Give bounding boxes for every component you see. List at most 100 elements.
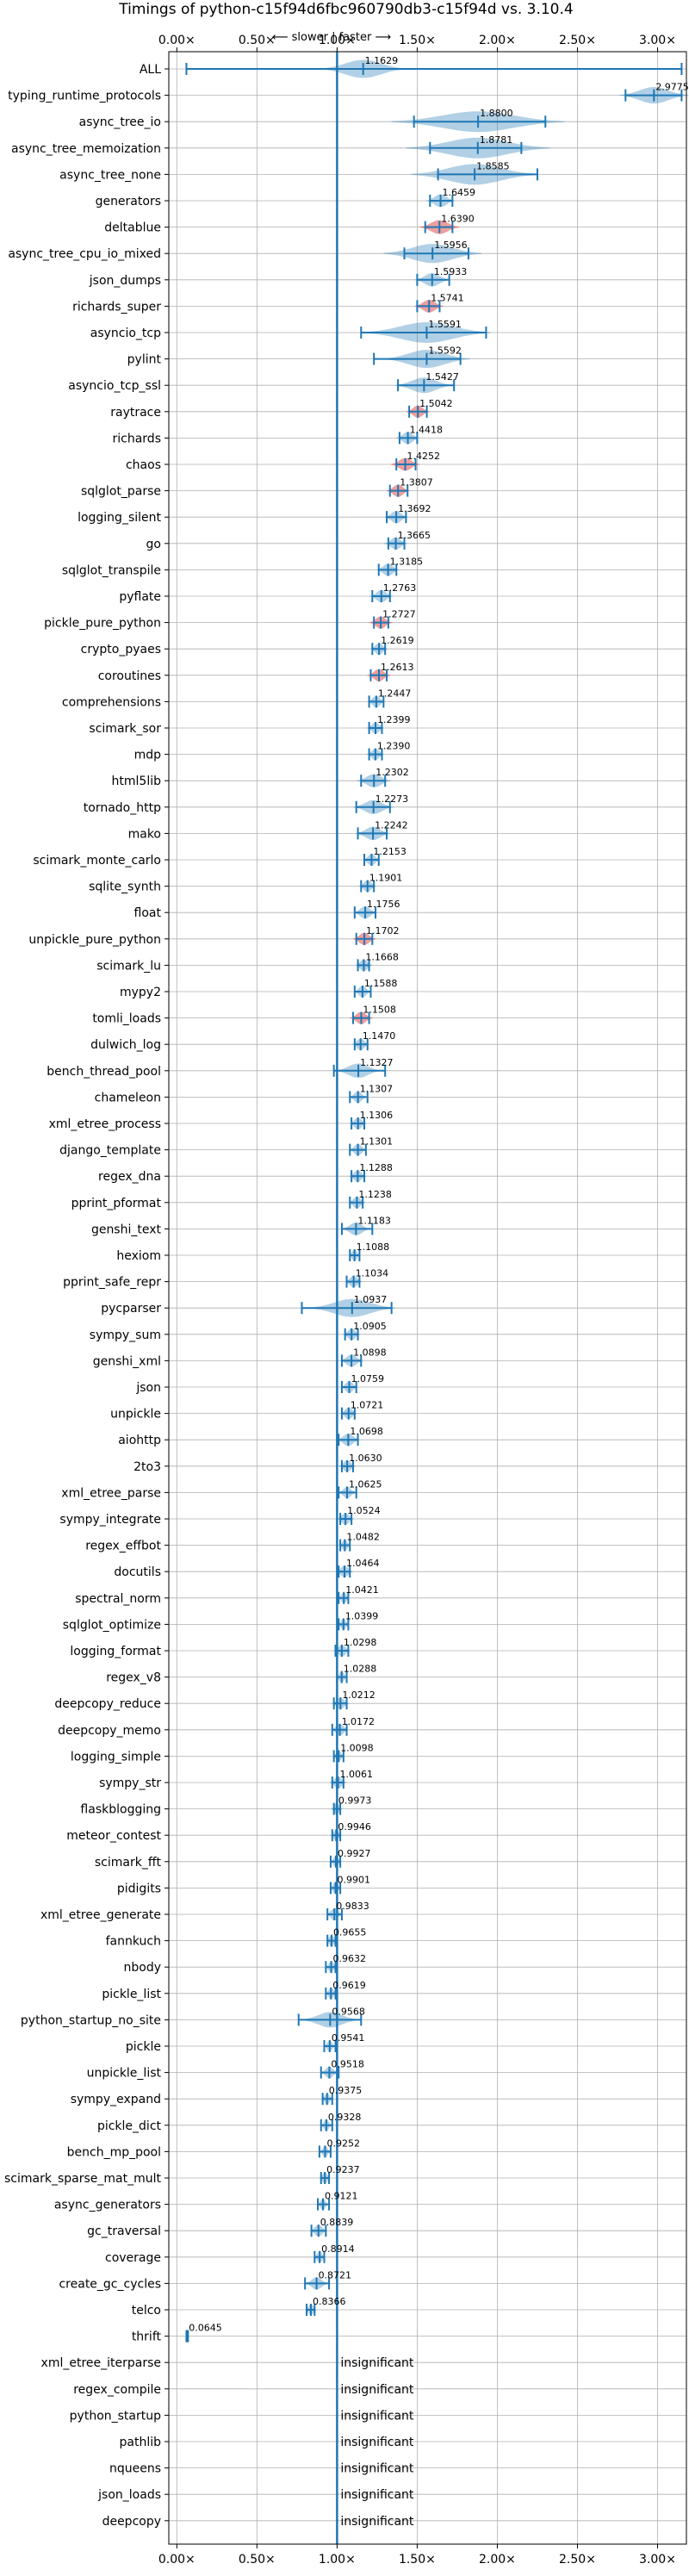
benchmark-label: pickle_list — [102, 1988, 161, 2001]
value-label: 1.2302 — [376, 767, 409, 778]
benchmark-label: html5lib — [112, 775, 162, 788]
benchmark-mark: 0.9632 — [325, 1953, 366, 1974]
benchmark-mark: insignificant — [340, 2515, 414, 2529]
benchmark-mark: 1.0061 — [329, 1769, 373, 1789]
value-label: 2.9775 — [655, 82, 689, 93]
benchmark-mark: 1.1588 — [353, 978, 397, 998]
benchmark-mark: 1.0212 — [332, 1689, 376, 1710]
value-label: 1.1307 — [360, 1083, 394, 1094]
insignificant-label: insignificant — [340, 2436, 414, 2449]
value-label: 1.0630 — [349, 1453, 382, 1464]
benchmark-mark: insignificant — [340, 2462, 414, 2476]
value-label: 1.0524 — [347, 1505, 381, 1516]
value-label: 0.9375 — [329, 2085, 363, 2096]
benchmark-mark: 0.9252 — [318, 2137, 360, 2158]
benchmark-mark: 1.2390 — [366, 741, 410, 761]
value-label: 1.2619 — [381, 635, 414, 646]
benchmark-mark: 0.9927 — [329, 1848, 371, 1868]
benchmark-label: mypy2 — [120, 986, 161, 999]
value-label: 1.4418 — [410, 424, 444, 435]
x-tick-label-bottom: 1.50× — [399, 2553, 436, 2567]
benchmark-mark: 1.0630 — [338, 1453, 382, 1472]
value-label: 1.6390 — [441, 214, 475, 225]
insignificant-label: insignificant — [340, 2383, 414, 2397]
benchmark-label: pickle — [126, 2040, 161, 2054]
x-tick-label-bottom: 2.00× — [479, 2553, 516, 2567]
benchmark-mark: 1.1629 — [185, 55, 683, 78]
benchmark-label: pprint_pformat — [71, 1197, 162, 1210]
x-tick-label-bottom: 1.00× — [319, 2553, 356, 2567]
value-label: 1.5591 — [428, 319, 462, 330]
benchmark-label: 2to3 — [133, 1460, 161, 1474]
x-tick-label-top: 0.00× — [158, 34, 196, 47]
value-label: 1.1288 — [359, 1162, 393, 1173]
benchmark-mark: 0.9328 — [320, 2112, 361, 2131]
benchmark-mark: 1.4418 — [396, 424, 444, 445]
benchmark-mark: 0.9518 — [320, 2059, 364, 2079]
benchmark-label: coroutines — [98, 669, 161, 683]
benchmark-label: logging_format — [70, 1645, 161, 1658]
benchmark-label: async_generators — [54, 2199, 161, 2212]
benchmark-label: asyncio_tcp_ssl — [68, 379, 161, 393]
benchmark-label: deepcopy_memo — [58, 1724, 161, 1738]
benchmark-label: json — [135, 1381, 161, 1395]
benchmark-label: sympy_expand — [71, 2093, 161, 2106]
benchmark-label: create_gc_cycles — [59, 2277, 161, 2291]
benchmark-label: xml_etree_iterparse — [41, 2356, 161, 2370]
benchmark-mark: 1.0524 — [337, 1505, 381, 1525]
benchmark-label: regex_compile — [73, 2383, 161, 2397]
value-label: 1.3807 — [400, 477, 433, 488]
insignificant-label: insignificant — [340, 2488, 414, 2502]
value-label: 1.8800 — [480, 108, 513, 119]
value-label: 1.2763 — [383, 582, 417, 594]
benchmark-mark: 1.6390 — [419, 214, 475, 234]
benchmark-mark: 1.5592 — [373, 345, 470, 369]
benchmark-label: chameleon — [95, 1091, 161, 1104]
value-label: 0.9541 — [332, 2032, 365, 2044]
x-tick-label-bottom: 3.00× — [639, 2553, 676, 2567]
benchmark-label: tornado_http — [84, 801, 161, 815]
benchmark-mark: 1.1901 — [358, 873, 402, 893]
benchmark-mark: 1.2619 — [370, 635, 414, 656]
benchmark-label: xml_etree_generate — [40, 1908, 161, 1922]
benchmark-label: xml_etree_process — [49, 1117, 161, 1131]
value-label: 1.1034 — [356, 1268, 389, 1279]
benchmark-label: json_loads — [97, 2488, 161, 2502]
benchmark-label: richards_super — [72, 300, 161, 314]
value-label: 1.0625 — [349, 1478, 382, 1490]
value-label: 0.9973 — [338, 1795, 372, 1807]
benchmark-mark: 1.2399 — [367, 714, 411, 734]
benchmark-mark: 1.2727 — [369, 609, 416, 629]
benchmark-label: sqlglot_optimize — [63, 1618, 161, 1632]
value-label: 1.2242 — [375, 819, 408, 831]
benchmark-label: pycparser — [101, 1302, 161, 1316]
insignificant-label: insignificant — [340, 2409, 414, 2423]
benchmark-label: regex_dna — [98, 1170, 161, 1184]
value-label: 1.0172 — [342, 1716, 376, 1727]
benchmark-label: comprehensions — [62, 695, 161, 709]
benchmark-mark: 0.8366 — [305, 2296, 345, 2316]
benchmark-mark: insignificant — [340, 2436, 414, 2449]
benchmark-mark: 0.9619 — [325, 1980, 366, 2000]
benchmark-label: generators — [96, 195, 161, 208]
benchmark-mark: insignificant — [340, 2409, 414, 2423]
benchmark-label: meteor_contest — [66, 1829, 161, 1843]
x-tick-label-top: 2.50× — [559, 34, 596, 47]
value-label: 0.9655 — [333, 1927, 367, 1938]
benchmark-label: thrift — [132, 2330, 162, 2344]
benchmark-label: async_tree_memoization — [11, 142, 161, 156]
benchmark-label: crypto_pyaes — [81, 643, 161, 656]
value-label: 0.8721 — [319, 2269, 352, 2280]
benchmark-mark: 1.5042 — [406, 398, 453, 418]
benchmark-label: aiohttp — [118, 1434, 161, 1447]
benchmark-label: deepcopy — [102, 2515, 161, 2529]
benchmark-label: mako — [128, 827, 161, 841]
benchmark-mark: 1.0399 — [338, 1610, 378, 1631]
benchmark-mark: 1.2613 — [367, 662, 413, 681]
benchmark-mark: 1.0721 — [339, 1400, 383, 1420]
value-label: 1.5741 — [431, 292, 464, 303]
plot-frame — [168, 51, 687, 2545]
value-label: 1.0464 — [346, 1558, 380, 1569]
value-label: 1.3692 — [398, 503, 431, 514]
